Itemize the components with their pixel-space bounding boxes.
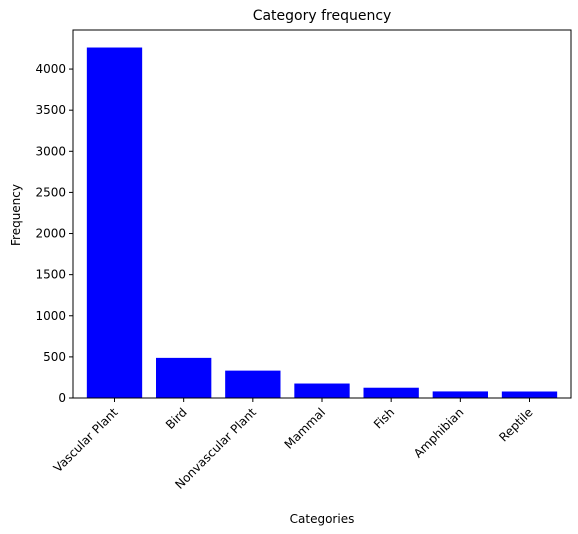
x-tick-label: Amphibian: [411, 405, 466, 460]
bar-reptile: [501, 391, 558, 398]
plot-area: 0 500 1000 1500 2000 2500 3000 3500 4000 Vascular…: [35, 29, 572, 492]
x-tick-label: Fish: [371, 405, 397, 431]
x-tick-label: Bird: [163, 405, 190, 432]
bar-mammal: [294, 383, 350, 398]
y-tick-label: 3000: [35, 144, 66, 158]
y-tick-label: 1500: [35, 268, 66, 282]
x-tick-label: Mammal: [282, 405, 329, 452]
y-tick-label: 500: [43, 350, 66, 364]
bar-bird: [156, 357, 212, 398]
bar-fish: [363, 387, 419, 398]
plot-frame: [72, 29, 572, 399]
y-tick-label: 2500: [35, 185, 66, 199]
x-axis-label: Categories: [290, 512, 355, 526]
y-tick-label: 1000: [35, 309, 66, 323]
y-tick-label: 2000: [35, 227, 66, 241]
x-tick-label: Reptile: [496, 405, 535, 444]
bar-nonvascular-plant: [225, 370, 281, 398]
bar-amphibian: [432, 391, 488, 398]
bar-vascular-plant: [86, 47, 143, 399]
chart-title: Category frequency: [253, 8, 392, 24]
y-tick-label: 3500: [35, 103, 66, 117]
y-axis-label: Frequency: [9, 184, 23, 246]
y-tick-label: 4000: [35, 62, 66, 76]
y-tick-label: 0: [58, 391, 66, 405]
x-tick-label: Vascular Plant: [51, 405, 121, 475]
